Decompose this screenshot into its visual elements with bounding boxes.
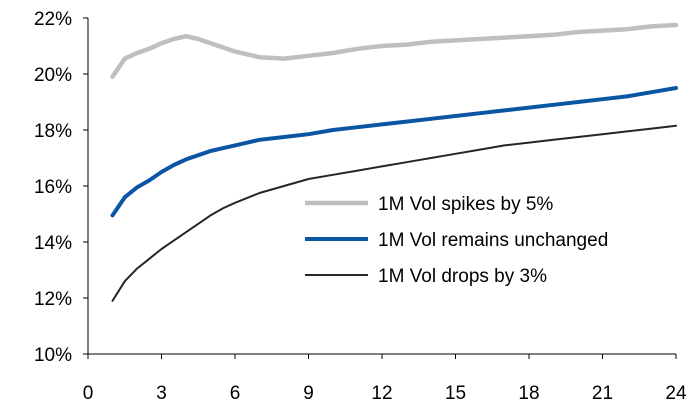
series-line-3 bbox=[111, 124, 677, 302]
y-tick-label: 14% bbox=[34, 233, 72, 254]
series-layer bbox=[110, 22, 679, 302]
legend-label-2: 1M Vol remains unchanged bbox=[378, 230, 608, 251]
x-tick-label: 9 bbox=[303, 383, 314, 404]
series-line-2 bbox=[110, 86, 678, 218]
legend: 1M Vol spikes by 5% 1M Vol remains unchan… bbox=[305, 194, 608, 287]
legend-label-3: 1M Vol drops by 3% bbox=[378, 266, 547, 287]
y-tick-label: 10% bbox=[34, 345, 72, 366]
y-tick-label: 18% bbox=[34, 121, 72, 142]
x-tick-label: 18 bbox=[518, 383, 539, 404]
series-line-1 bbox=[110, 22, 679, 80]
x-tick-label: 6 bbox=[230, 383, 241, 404]
x-tick-label: 3 bbox=[156, 383, 167, 404]
x-tick-label: 15 bbox=[445, 383, 466, 404]
x-tick-label: 0 bbox=[83, 383, 94, 404]
y-tick-label: 16% bbox=[34, 177, 72, 198]
x-tick-label: 24 bbox=[665, 383, 687, 404]
legend-label-1: 1M Vol spikes by 5% bbox=[378, 194, 553, 215]
y-tick-label: 22% bbox=[34, 9, 72, 30]
x-tick-label: 21 bbox=[592, 383, 613, 404]
x-tick-label: 12 bbox=[371, 383, 392, 404]
y-tick-label: 20% bbox=[34, 65, 72, 86]
axes: 10% 12% 14% 16% 18% 20% 22% 0 3 6 9 12 15 18 21 24 bbox=[34, 9, 687, 404]
y-tick-label: 12% bbox=[34, 289, 72, 310]
